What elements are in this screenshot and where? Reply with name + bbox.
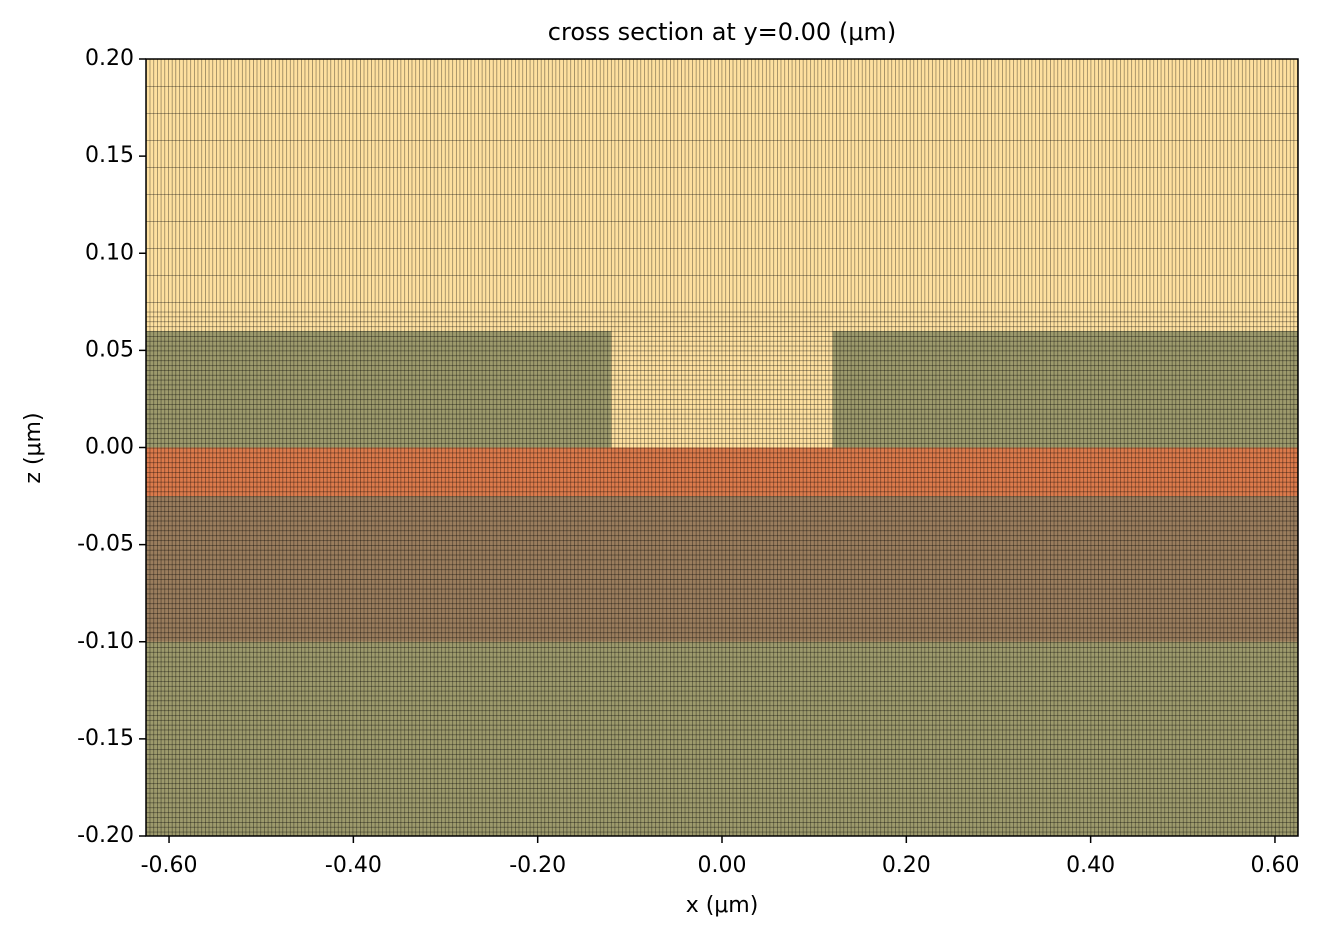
x-tick-label: -0.60 (141, 853, 198, 878)
y-tick-label: 0.20 (85, 46, 134, 71)
x-tick-label: -0.40 (325, 853, 382, 878)
y-tick-label: -0.20 (77, 823, 134, 848)
mesh (146, 311, 1298, 836)
y-tick-label: -0.10 (77, 629, 134, 654)
x-tick-label: -0.20 (509, 853, 566, 878)
y-tick-label: 0.05 (85, 337, 134, 362)
x-axis-label: x (μm) (686, 893, 759, 918)
y-tick-label: -0.05 (77, 532, 134, 557)
y-tick-label: 0.15 (85, 143, 134, 168)
x-tick-label: 0.60 (1250, 853, 1299, 878)
x-tick-label: 0.00 (698, 853, 747, 878)
y-tick-label: 0.10 (85, 240, 134, 265)
chart-title: cross section at y=0.00 (μm) (548, 18, 896, 46)
y-axis-label: z (μm) (21, 412, 46, 483)
x-tick-label: 0.20 (882, 853, 931, 878)
x-tick-label: 0.40 (1066, 853, 1115, 878)
y-tick-label: 0.00 (85, 435, 134, 460)
y-tick-label: -0.15 (77, 726, 134, 751)
mesh (146, 59, 1298, 311)
